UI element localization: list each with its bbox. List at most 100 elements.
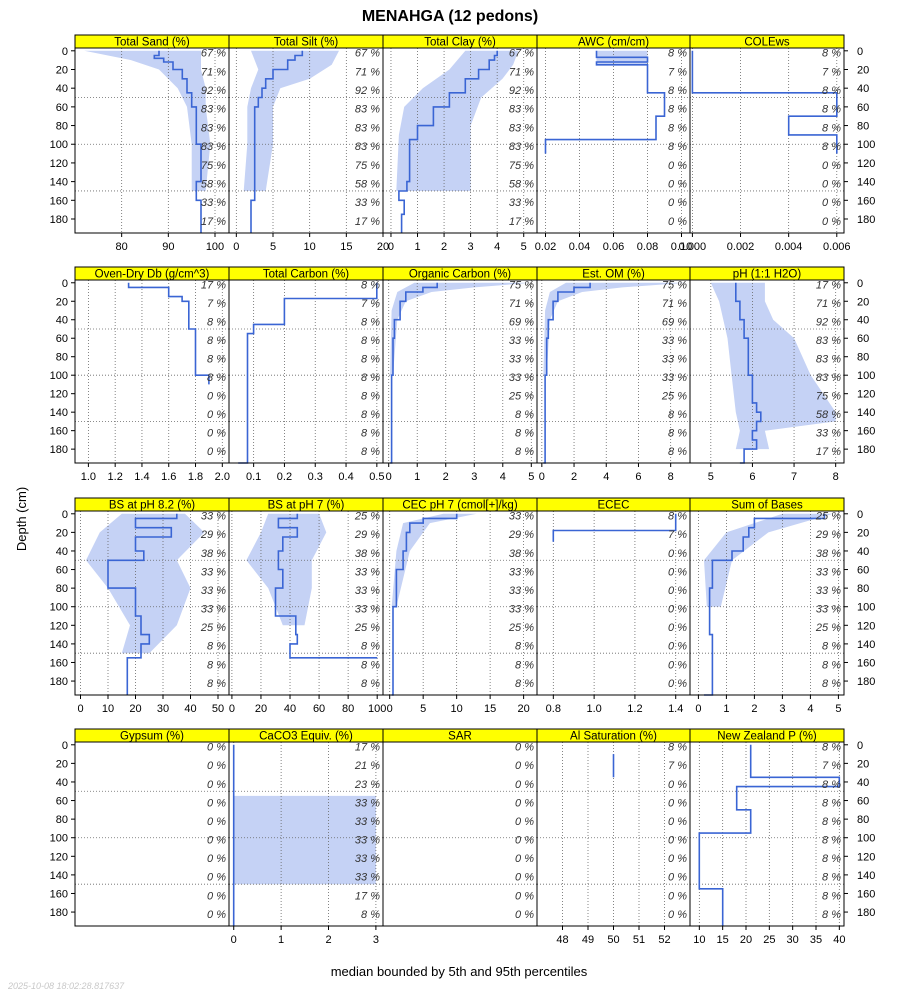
- y-tick-label: 80: [56, 121, 68, 133]
- coverage-label: 8 %: [515, 678, 534, 690]
- y-tick-label: 20: [857, 527, 869, 539]
- coverage-label: 33 %: [509, 335, 534, 347]
- coverage-label: 8 %: [361, 354, 380, 366]
- panel-colews: COLEws 8 % 7 % 8 % 8 % 8 % 8 % 0 % 0 % 0 % 0 % 0.00…: [679, 34, 851, 253]
- y-tick-label: 0: [62, 509, 68, 521]
- panel-background: [75, 280, 229, 463]
- coverage-label: 17 %: [201, 280, 226, 292]
- coverage-label: 17 %: [355, 742, 380, 754]
- coverage-label: 8 %: [361, 391, 380, 403]
- panel-border: [689, 741, 845, 927]
- coverage-label: 0 %: [515, 909, 534, 921]
- coverage-label: 7 %: [668, 529, 687, 541]
- panel-al-saturation: Al Saturation (%) 8 % 7 % 0 % 0 % 0 % 0 % 0 % 0 …: [536, 728, 691, 946]
- median-line: [127, 282, 210, 385]
- coverage-label: 75 %: [355, 160, 380, 172]
- coverage-label: 0 %: [668, 872, 687, 884]
- y-tick-label: 60: [56, 102, 68, 114]
- coverage-label: 25 %: [354, 622, 380, 634]
- coverage-label: 0 %: [668, 160, 687, 172]
- x-tick-label: 0.002: [727, 241, 755, 253]
- x-tick-label: 30: [157, 703, 169, 715]
- coverage-label: 8 %: [822, 835, 841, 847]
- x-tick-label: 1.8: [188, 471, 203, 483]
- coverage-label: 0 %: [668, 197, 687, 209]
- x-tick-label: 25: [763, 934, 775, 946]
- x-tick-label: 0.06: [603, 241, 624, 253]
- coverage-label: 0 %: [207, 797, 226, 809]
- y-tick-label: 180: [50, 214, 68, 226]
- coverage-label: 33 %: [509, 604, 534, 616]
- coverage-label: 23 %: [354, 779, 380, 791]
- coverage-label: 0 %: [515, 890, 534, 902]
- y-tick-label: 0: [857, 509, 863, 521]
- x-tick-label: 1.2: [627, 703, 642, 715]
- coverage-label: 75 %: [816, 391, 841, 403]
- coverage-label: 0 %: [668, 890, 687, 902]
- x-tick-label: 20: [377, 241, 389, 253]
- x-tick-label: 4: [807, 703, 813, 715]
- y-tick-label: 120: [50, 620, 68, 632]
- coverage-label: 8 %: [207, 659, 226, 671]
- panel-sar: SAR 0 % 0 % 0 % 0 % 0 % 0 % 0 % 0 % 0 % 0 %: [382, 728, 538, 927]
- panel-total-sand: Total Sand (%) 67 % 71 % 92 % 83 % 83 % 83 % 75…: [74, 34, 230, 253]
- coverage-label: 33 %: [201, 197, 226, 209]
- percentile-band: [704, 513, 833, 607]
- coverage-label: 29 %: [508, 529, 534, 541]
- y-axis-label: Depth (cm): [14, 487, 29, 551]
- x-tick-label: 0.04: [569, 241, 590, 253]
- y-tick-label: 60: [857, 102, 869, 114]
- coverage-label: 8 %: [515, 641, 534, 653]
- y-tick-label: 100: [50, 370, 68, 382]
- x-tick-label: 0: [387, 703, 393, 715]
- coverage-label: 83 %: [355, 104, 380, 116]
- coverage-label: 8 %: [822, 122, 841, 134]
- y-tick-label: 0: [857, 46, 863, 58]
- y-tick-label: 100: [50, 833, 68, 845]
- median-line: [734, 282, 762, 464]
- coverage-label: 8 %: [515, 446, 534, 458]
- x-tick-label: 5: [528, 471, 534, 483]
- coverage-label: 33 %: [355, 853, 380, 865]
- coverage-label: 0 %: [515, 779, 534, 791]
- coverage-label: 83 %: [201, 141, 226, 153]
- x-tick-label: 1.4: [668, 703, 683, 715]
- x-tick-label: 8: [668, 471, 674, 483]
- coverage-label: 83 %: [816, 372, 841, 384]
- coverage-label: 25 %: [200, 622, 226, 634]
- panel-background: [690, 742, 844, 926]
- coverage-label: 8 %: [361, 280, 380, 292]
- coverage-label: 71 %: [355, 66, 380, 78]
- coverage-label: 71 %: [509, 66, 534, 78]
- x-tick-label: 20: [129, 703, 141, 715]
- x-tick-label: 1: [414, 471, 420, 483]
- coverage-label: 8 %: [668, 446, 687, 458]
- coverage-label: 17 %: [355, 890, 380, 902]
- coverage-label: 71 %: [509, 298, 534, 310]
- coverage-label: 8 %: [207, 641, 226, 653]
- coverage-label: 69 %: [662, 317, 687, 329]
- panel-background: [537, 280, 690, 463]
- coverage-label: 8 %: [361, 678, 380, 690]
- panel-gypsum: Gypsum (%) 0 % 0 % 0 % 0 % 0 % 0 % 0 % 0 % 0 % 0 %: [74, 728, 230, 927]
- y-tick-label: 60: [857, 796, 869, 808]
- x-tick-label: 0.006: [823, 241, 851, 253]
- median-line: [238, 282, 378, 464]
- coverage-label: 21 %: [354, 760, 380, 772]
- x-tick-label: 0.2: [277, 471, 292, 483]
- panel-est-om: Est. OM (%) 75 % 71 % 69 % 33 % 33 % 33 % 25 % 8…: [536, 266, 691, 483]
- coverage-label: 0 %: [207, 909, 226, 921]
- coverage-label: 83 %: [355, 122, 380, 134]
- median-line: [698, 744, 841, 926]
- x-tick-label: 1.4: [134, 471, 149, 483]
- coverage-label: 33 %: [662, 354, 687, 366]
- x-tick-label: 2: [751, 703, 757, 715]
- coverage-label: 0 %: [668, 853, 687, 865]
- median-line: [552, 513, 677, 542]
- percentile-band: [710, 282, 836, 450]
- y-tick-label: 80: [857, 583, 869, 595]
- coverage-label: 33 %: [509, 585, 534, 597]
- coverage-label: 33 %: [816, 566, 841, 578]
- y-tick-label: 120: [857, 851, 875, 863]
- coverage-label: 17 %: [816, 446, 841, 458]
